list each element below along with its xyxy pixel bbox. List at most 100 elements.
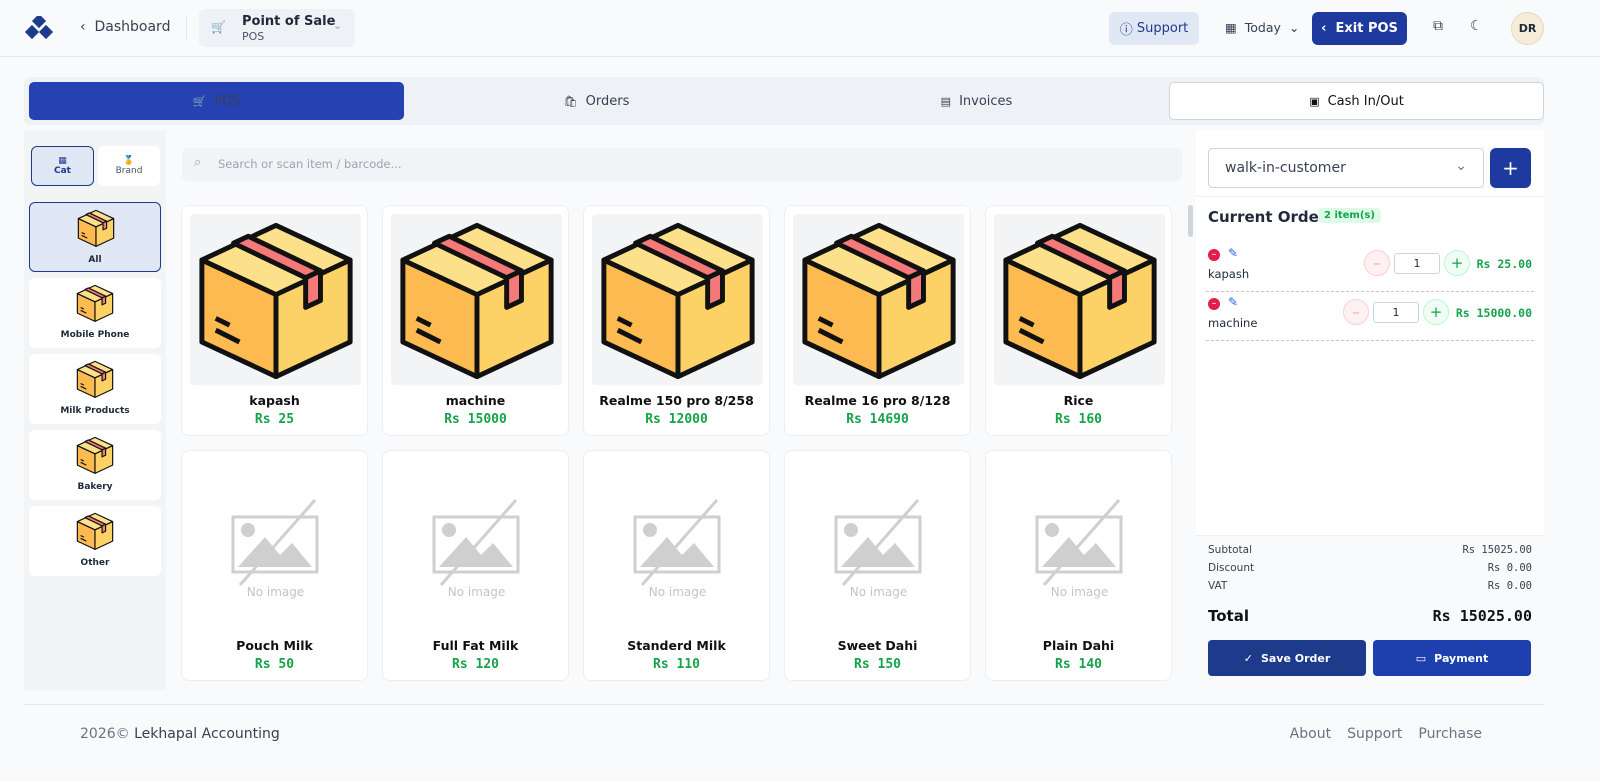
brand-toggle[interactable]: 🏅 Brand bbox=[98, 146, 160, 186]
category-label: Other bbox=[80, 558, 110, 568]
qty-plus[interactable]: + bbox=[1444, 250, 1470, 276]
header: ‹ Dashboard 🛒 Point of Sale POS ⌄ ⓘ Supp… bbox=[0, 0, 1600, 57]
product-price: Rs 150 bbox=[854, 657, 901, 672]
tab-label: Orders bbox=[585, 93, 630, 109]
category-icon bbox=[75, 283, 115, 323]
exit-label: Exit POS bbox=[1335, 21, 1398, 36]
category[interactable]: All bbox=[29, 202, 161, 272]
category[interactable]: Bakery bbox=[29, 430, 161, 500]
qty-minus[interactable]: – bbox=[1343, 299, 1369, 325]
category-icon bbox=[75, 359, 115, 399]
item-amount: Rs 15000.00 bbox=[1455, 306, 1532, 320]
module-switch[interactable]: 🛒 Point of Sale POS ⌄ bbox=[199, 9, 355, 47]
product-price: Rs 15000 bbox=[444, 412, 507, 427]
order-item: – ✎ machine Rs 15000.00 +1– bbox=[1206, 294, 1534, 341]
item-name: kapash bbox=[1208, 267, 1250, 281]
product-area: ⌕ Search or scan item / barcode... kapash… bbox=[168, 130, 1194, 690]
category[interactable]: Other bbox=[29, 506, 161, 576]
tab[interactable]: ▣ Cash In/Out bbox=[1169, 82, 1544, 120]
category-icon bbox=[76, 208, 116, 248]
product-card[interactable]: No image Standerd Milk Rs 110 bbox=[583, 450, 770, 681]
footer-link[interactable]: Support bbox=[1347, 726, 1403, 742]
footer-link[interactable]: Purchase bbox=[1418, 726, 1482, 742]
exit-button[interactable]: ‹ Exit POS bbox=[1312, 12, 1407, 45]
add-customer[interactable]: + bbox=[1490, 148, 1531, 188]
no-image-icon bbox=[1034, 497, 1124, 587]
footer-link[interactable]: About bbox=[1289, 726, 1332, 742]
support-button[interactable]: ⓘ Support bbox=[1109, 12, 1199, 45]
product-card[interactable]: machine Rs 15000 bbox=[382, 205, 569, 436]
product-card[interactable]: Realme 150 pro 8/258 Rs 12000 bbox=[583, 205, 770, 436]
action-button[interactable]: ✓ Save Order bbox=[1208, 640, 1366, 676]
total-label: Total bbox=[1208, 607, 1249, 625]
box-illustration bbox=[393, 214, 561, 385]
avatar[interactable]: DR bbox=[1511, 12, 1544, 45]
product-price: Rs 110 bbox=[653, 657, 700, 672]
action-icon: ▭ bbox=[1415, 651, 1427, 665]
support-label: Support bbox=[1136, 21, 1189, 36]
tab[interactable]: 🛍 Orders bbox=[409, 82, 784, 120]
action-button[interactable]: ▭ Payment bbox=[1373, 640, 1531, 676]
product-price: Rs 12000 bbox=[645, 412, 708, 427]
search-input[interactable]: ⌕ Search or scan item / barcode... bbox=[182, 148, 1182, 181]
product-image bbox=[592, 214, 763, 385]
tab-label: POS bbox=[214, 93, 241, 109]
copyright: 2026© Lekhapal Accounting bbox=[80, 726, 280, 742]
external-icon[interactable]: ⧉ bbox=[1433, 18, 1443, 34]
product-image bbox=[793, 214, 964, 385]
theme-icon[interactable]: ☾ bbox=[1470, 18, 1483, 34]
product-image bbox=[190, 214, 361, 385]
tab[interactable]: 🛒 POS bbox=[29, 82, 404, 120]
no-image-icon bbox=[431, 497, 521, 587]
product-name: machine bbox=[445, 393, 506, 408]
category-label: Mobile Phone bbox=[60, 330, 130, 340]
qty-minus[interactable]: – bbox=[1364, 250, 1390, 276]
no-image-label: No image bbox=[648, 585, 707, 599]
category-sidebar: ▦ Cat 🏅 Brand All Mobile Phone Milk Products… bbox=[24, 130, 166, 690]
edit-button[interactable]: ✎ bbox=[1228, 295, 1239, 309]
copyright-year: 2026© bbox=[80, 726, 130, 742]
tab-icon: ▣ bbox=[1309, 94, 1320, 108]
category[interactable]: Mobile Phone bbox=[29, 278, 161, 348]
product-price: Rs 160 bbox=[1055, 412, 1102, 427]
cat-icon: ▦ bbox=[58, 156, 67, 166]
product-name: Rice bbox=[1063, 393, 1094, 408]
product-card[interactable]: No image Pouch Milk Rs 50 bbox=[181, 450, 368, 681]
summary-value: Rs 15025.00 bbox=[1462, 544, 1532, 556]
category-label: Bakery bbox=[77, 482, 113, 492]
summary-value: Rs 0.00 bbox=[1487, 562, 1532, 574]
cat-toggle[interactable]: ▦ Cat bbox=[31, 146, 94, 186]
edit-button[interactable]: ✎ bbox=[1228, 246, 1239, 260]
back-label: Dashboard bbox=[94, 19, 171, 35]
product-image bbox=[391, 214, 562, 385]
product-name: Sweet Dahi bbox=[837, 638, 918, 653]
category[interactable]: Milk Products bbox=[29, 354, 161, 424]
order-panel: walk-in-customer ⌄ + Current Order 2 item… bbox=[1196, 130, 1544, 690]
remove-button[interactable]: – bbox=[1208, 298, 1220, 310]
product-card[interactable]: kapash Rs 25 bbox=[181, 205, 368, 436]
action-label: Save Order bbox=[1260, 651, 1331, 665]
product-price: Rs 50 bbox=[254, 657, 295, 672]
product-card[interactable]: No image Plain Dahi Rs 140 bbox=[985, 450, 1172, 681]
product-card[interactable]: No image Sweet Dahi Rs 150 bbox=[784, 450, 971, 681]
qty-input[interactable]: 1 bbox=[1394, 253, 1440, 274]
search-icon: ⌕ bbox=[194, 155, 202, 170]
tab-icon: 🛍 bbox=[563, 94, 578, 108]
product-name: Realme 16 pro 8/128 bbox=[804, 393, 951, 408]
customer-select[interactable]: walk-in-customer ⌄ bbox=[1208, 148, 1484, 188]
product-card[interactable]: No image Full Fat Milk Rs 120 bbox=[382, 450, 569, 681]
summary-label: Subtotal bbox=[1208, 544, 1252, 556]
back-link[interactable]: ‹ Dashboard bbox=[80, 19, 171, 35]
product-card[interactable]: Rice Rs 160 bbox=[985, 205, 1172, 436]
footer-links: About Support Purchase bbox=[1290, 726, 1482, 742]
qty-plus[interactable]: + bbox=[1423, 299, 1449, 325]
item-name: machine bbox=[1208, 316, 1258, 330]
remove-button[interactable]: – bbox=[1208, 249, 1220, 261]
divider bbox=[1196, 196, 1544, 197]
product-card[interactable]: Realme 16 pro 8/128 Rs 14690 bbox=[784, 205, 971, 436]
qty-input[interactable]: 1 bbox=[1373, 302, 1419, 323]
date-picker[interactable]: ▦ Today ⌄ bbox=[1225, 20, 1300, 35]
tab[interactable]: ▤ Invoices bbox=[789, 82, 1164, 120]
product-image: No image bbox=[994, 459, 1165, 630]
